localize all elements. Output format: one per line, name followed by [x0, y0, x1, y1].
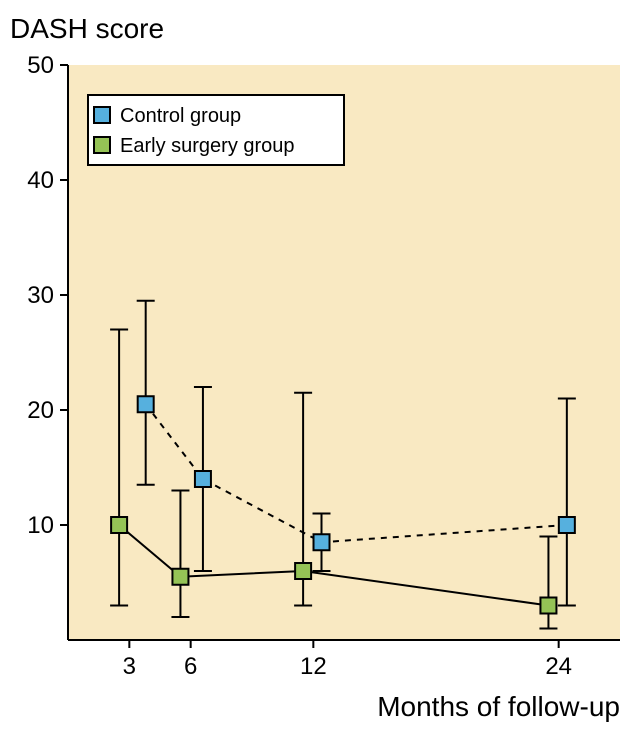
series-marker — [172, 569, 188, 585]
legend-label: Early surgery group — [120, 135, 295, 157]
series-marker — [540, 598, 556, 614]
x-tick-label: 24 — [545, 653, 572, 680]
series-marker — [195, 471, 211, 487]
y-tick-label: 10 — [27, 512, 54, 539]
series-marker — [111, 517, 127, 533]
x-tick-label: 6 — [184, 653, 197, 680]
x-tick-label: 3 — [123, 653, 136, 680]
series-marker — [138, 396, 154, 412]
legend-marker — [94, 137, 110, 153]
y-tick-label: 40 — [27, 167, 54, 194]
dash-score-chart: DASH score 10 20 30 40 50 3 6 12 24 Months of foll… — [0, 0, 637, 740]
legend-label: Control group — [120, 105, 241, 127]
x-axis-title: Months of follow-up — [377, 691, 620, 722]
y-tick-label: 20 — [27, 397, 54, 424]
y-axis-title: DASH score — [10, 13, 164, 44]
chart-svg: DASH score 10 20 30 40 50 3 6 12 24 Months of foll… — [0, 0, 637, 740]
series-marker — [314, 534, 330, 550]
series-marker — [295, 563, 311, 579]
y-tick-label: 30 — [27, 282, 54, 309]
x-tick-label: 12 — [300, 653, 327, 680]
legend-marker — [94, 107, 110, 123]
y-tick-label: 50 — [27, 52, 54, 79]
series-marker — [559, 517, 575, 533]
